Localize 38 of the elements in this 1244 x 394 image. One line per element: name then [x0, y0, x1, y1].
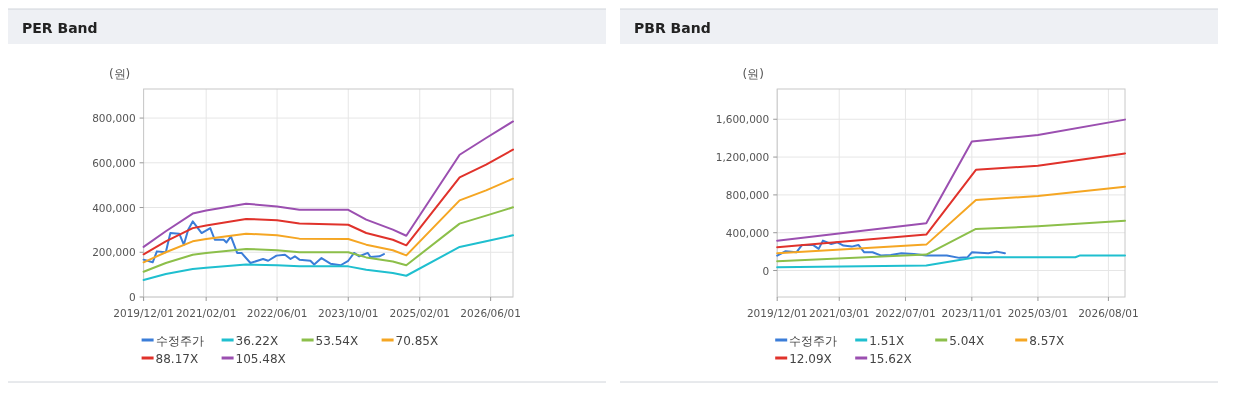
x-tick-label: 2022/06/01 — [246, 307, 308, 319]
legend-label: 8.57X — [1029, 333, 1065, 348]
chart-title: PER Band — [22, 20, 98, 36]
x-tick-label: 2026/06/01 — [460, 307, 521, 319]
y-tick-label: 400,000 — [92, 201, 136, 214]
y-axis-title: (원) — [742, 67, 764, 81]
y-tick-label: 1,200,000 — [715, 151, 770, 164]
x-tick-label: 2022/07/01 — [875, 307, 936, 319]
y-tick-label: 1,600,000 — [715, 113, 770, 126]
x-tick-label: 2021/02/01 — [175, 307, 237, 319]
y-tick-label: 600,000 — [92, 156, 136, 169]
x-tick-label: 2025/03/01 — [1007, 307, 1069, 319]
x-tick-label: 2023/10/01 — [317, 307, 379, 319]
legend-label: 수정주가 — [155, 333, 204, 348]
chart-title: PBR Band — [634, 20, 711, 36]
x-tick-label: 2026/08/01 — [1078, 307, 1139, 319]
legend-label: 36.22X — [235, 333, 279, 348]
y-tick-label: 0 — [128, 291, 136, 303]
legend-label: 105.48X — [235, 351, 286, 366]
y-axis-title: (원) — [108, 67, 131, 81]
y-tick-label: 200,000 — [92, 246, 136, 259]
x-tick-label: 2019/12/01 — [746, 307, 808, 319]
y-tick-label: 800,000 — [92, 112, 136, 125]
y-tick-label: 0 — [762, 264, 770, 277]
x-tick-label: 2021/03/01 — [808, 307, 870, 319]
legend-label: 5.04X — [949, 333, 985, 348]
legend-label: 88.17X — [155, 351, 199, 366]
x-tick-label: 2019/12/01 — [113, 307, 174, 319]
legend-label: 수정주가 — [789, 333, 838, 348]
x-tick-label: 2023/11/01 — [941, 307, 1003, 319]
x-tick-label: 2025/02/01 — [389, 307, 450, 319]
legend-label: 15.62X — [869, 351, 912, 366]
legend-label: 53.54X — [315, 333, 359, 348]
legend-label: 1.51X — [869, 333, 905, 348]
legend-label: 70.85X — [395, 333, 439, 348]
y-tick-label: 800,000 — [725, 188, 770, 201]
legend-label: 12.09X — [789, 351, 832, 366]
y-tick-label: 400,000 — [725, 226, 770, 239]
